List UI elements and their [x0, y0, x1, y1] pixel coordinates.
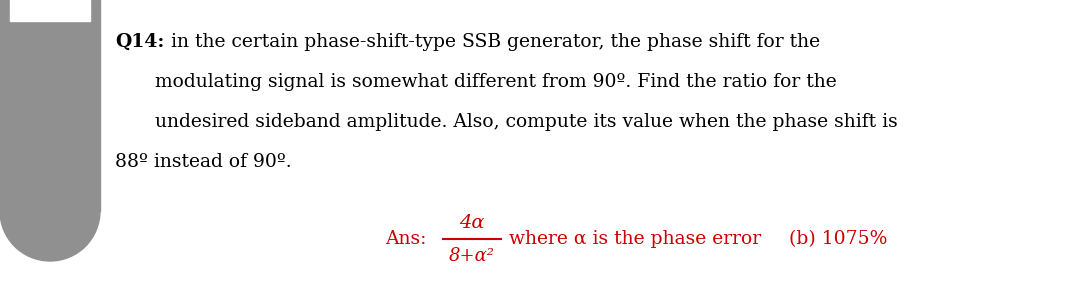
- Text: Ans:: Ans:: [384, 230, 427, 248]
- Text: where α is the phase error: where α is the phase error: [509, 230, 761, 248]
- Bar: [0, 0, 100, 211]
- Text: Q14:: Q14:: [114, 33, 164, 51]
- Text: 8+α²: 8+α²: [449, 247, 495, 265]
- Text: (b) 1075%: (b) 1075%: [789, 230, 888, 248]
- Text: 4α: 4α: [459, 214, 485, 232]
- Text: modulating signal is somewhat different from 90º. Find the ratio for the: modulating signal is somewhat different …: [156, 73, 837, 91]
- Text: in the certain phase-shift-type SSB generator, the phase shift for the: in the certain phase-shift-type SSB gene…: [165, 33, 820, 51]
- Text: 88º instead of 90º.: 88º instead of 90º.: [114, 153, 292, 171]
- Circle shape: [0, 161, 100, 261]
- Bar: [10, 0, 90, 21]
- Text: undesired sideband amplitude. Also, compute its value when the phase shift is: undesired sideband amplitude. Also, comp…: [156, 113, 897, 131]
